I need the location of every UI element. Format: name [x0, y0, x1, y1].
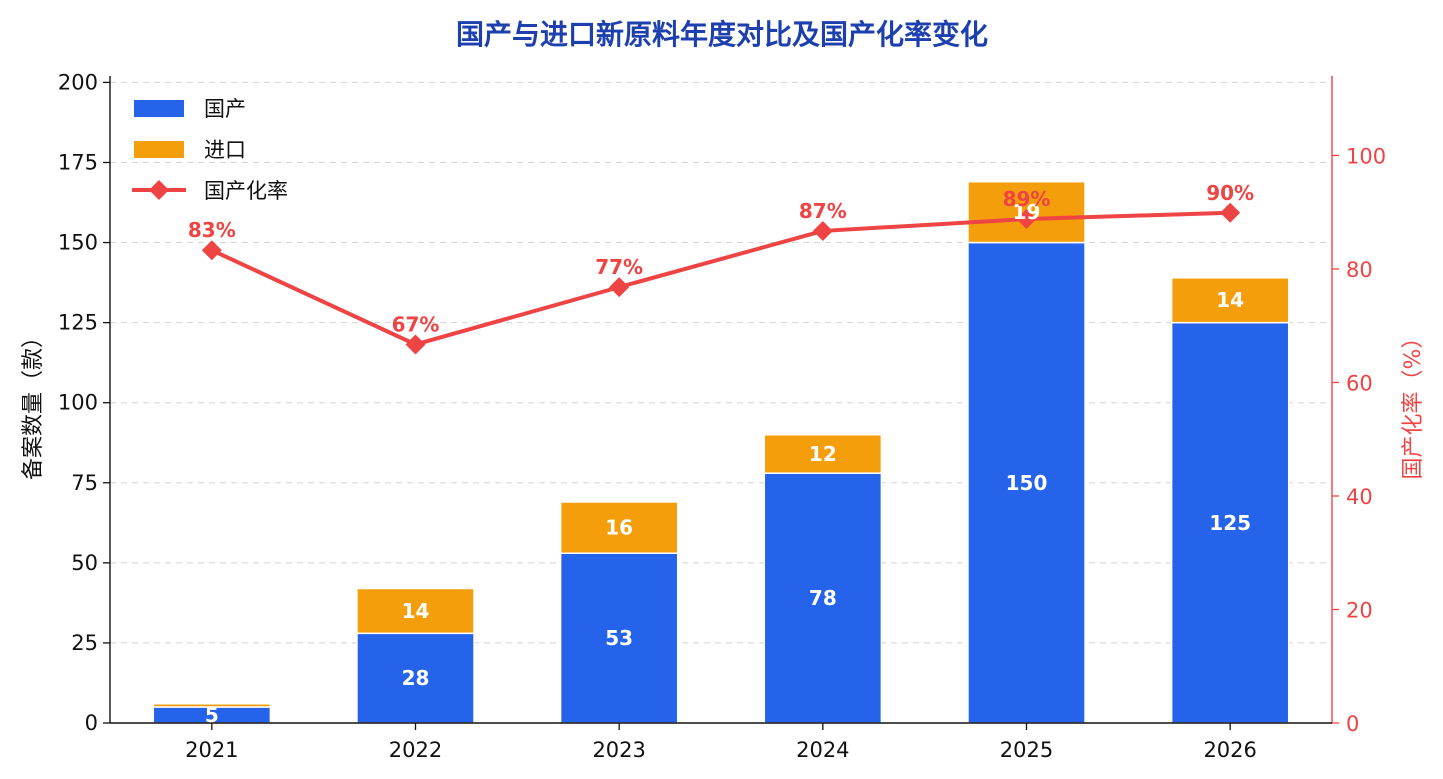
y-tick-label-left: 50 — [71, 551, 98, 575]
x-tick-label: 2025 — [1000, 738, 1053, 762]
bars — [152, 180, 1290, 724]
bar-进口-2022 — [356, 587, 475, 635]
y-tick-label-left: 125 — [58, 311, 98, 335]
y-tick-label-right: 80 — [1346, 258, 1373, 282]
bar-value-label: 12 — [809, 442, 837, 466]
x-tick-label: 2024 — [796, 738, 849, 762]
bar-value-label: 14 — [402, 599, 430, 623]
bar-进口-2026 — [1170, 277, 1290, 324]
bar-国产-2023 — [559, 552, 679, 724]
y-axis-label-left: 备案数量（款） — [21, 326, 46, 480]
rate-value-label: 90% — [1206, 181, 1254, 205]
y-tick-label-left: 25 — [71, 631, 98, 655]
chart-title: 国产与进口新原料年度对比及国产化率变化 — [456, 18, 988, 51]
bar-进口-2024 — [763, 433, 883, 474]
bar-value-label: 78 — [809, 586, 837, 610]
rate-marker-2023 — [609, 277, 630, 298]
bar-国产-2024 — [763, 472, 883, 724]
rate-value-label: 67% — [392, 312, 440, 336]
x-tick-label: 2023 — [592, 738, 645, 762]
rate-line-path — [210, 210, 1231, 347]
y-tick-label-right: 60 — [1346, 371, 1373, 395]
bar-value-label: 5 — [205, 703, 219, 727]
bar-value-label: 28 — [402, 666, 430, 690]
bar-国产-2026 — [1170, 321, 1290, 724]
legend-label-进口: 进口 — [204, 138, 246, 162]
rate-marker-2022 — [405, 334, 426, 355]
y-tick-label-right: 20 — [1346, 598, 1373, 622]
bar-value-label: 14 — [1216, 288, 1244, 312]
legend-label-国产化率: 国产化率 — [204, 179, 288, 203]
y-tick-label-right: 40 — [1346, 485, 1373, 509]
rate-marker-2024 — [812, 220, 833, 241]
y-tick-label-left: 75 — [71, 471, 98, 495]
y-tick-label-left: 200 — [58, 70, 98, 94]
legend-swatch-国产 — [134, 100, 184, 117]
rate-value-label: 77% — [595, 255, 643, 279]
x-tick-label: 2026 — [1203, 738, 1256, 762]
rate-value-label: 83% — [188, 218, 236, 242]
y-tick-label-left: 150 — [58, 231, 98, 255]
rate-marker-2021 — [201, 240, 222, 261]
y-tick-label-left: 175 — [58, 150, 98, 174]
rate-value-label: 89% — [1003, 187, 1051, 211]
legend-label-国产: 国产 — [204, 97, 246, 121]
x-tick-label: 2021 — [185, 738, 238, 762]
bar-value-label: 19 — [1013, 200, 1041, 224]
legend-swatch-进口 — [134, 141, 184, 158]
bar-value-label: 53 — [605, 626, 633, 650]
y-tick-label-left: 0 — [85, 711, 98, 735]
rate-value-label: 87% — [799, 199, 847, 223]
rate-marker-2026 — [1220, 202, 1241, 223]
y-tick-label-right: 0 — [1346, 712, 1359, 736]
rate-line — [201, 202, 1241, 355]
bar-value-label: 16 — [605, 516, 633, 540]
y-axis-label-right: 国产化率（%） — [1401, 327, 1426, 480]
rate-marker-2025 — [1016, 209, 1037, 230]
bar-进口-2023 — [559, 501, 679, 554]
y-tick-label-right: 100 — [1346, 144, 1386, 168]
legend-swatch-marker — [149, 180, 169, 200]
data-labels: 5 28 53 78 150 125 14 16 12 19 14 83% 67% 77% 87% 89% 90… — [188, 181, 1254, 727]
bar-进口-2021 — [152, 703, 272, 708]
bar-value-label: 150 — [1006, 471, 1048, 495]
y-tick-label-left: 100 — [58, 391, 98, 415]
bar-国产-2025 — [967, 241, 1086, 724]
bar-value-label: 125 — [1209, 511, 1251, 535]
x-tick-label: 2022 — [389, 738, 442, 762]
grid-lines — [110, 81, 1332, 644]
